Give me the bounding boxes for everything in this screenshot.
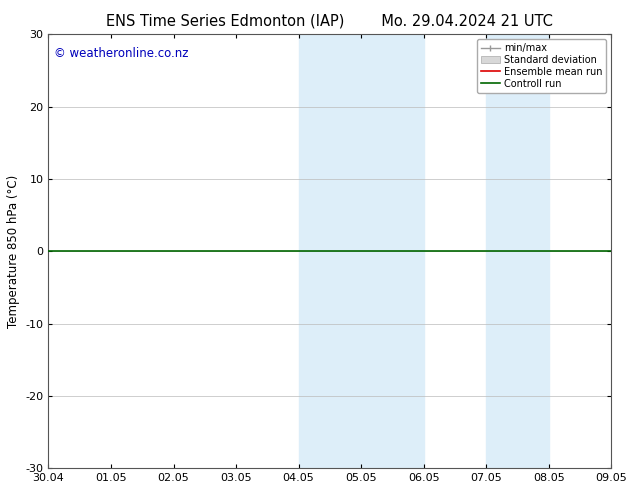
Title: ENS Time Series Edmonton (IAP)        Mo. 29.04.2024 21 UTC: ENS Time Series Edmonton (IAP) Mo. 29.04… bbox=[107, 14, 553, 29]
Bar bbox=[361, 34, 424, 468]
Legend: min/max, Standard deviation, Ensemble mean run, Controll run: min/max, Standard deviation, Ensemble me… bbox=[477, 39, 606, 93]
Text: © weatheronline.co.nz: © weatheronline.co.nz bbox=[54, 47, 188, 60]
Bar bbox=[486, 34, 548, 468]
Bar bbox=[299, 34, 361, 468]
Y-axis label: Temperature 850 hPa (°C): Temperature 850 hPa (°C) bbox=[7, 174, 20, 328]
